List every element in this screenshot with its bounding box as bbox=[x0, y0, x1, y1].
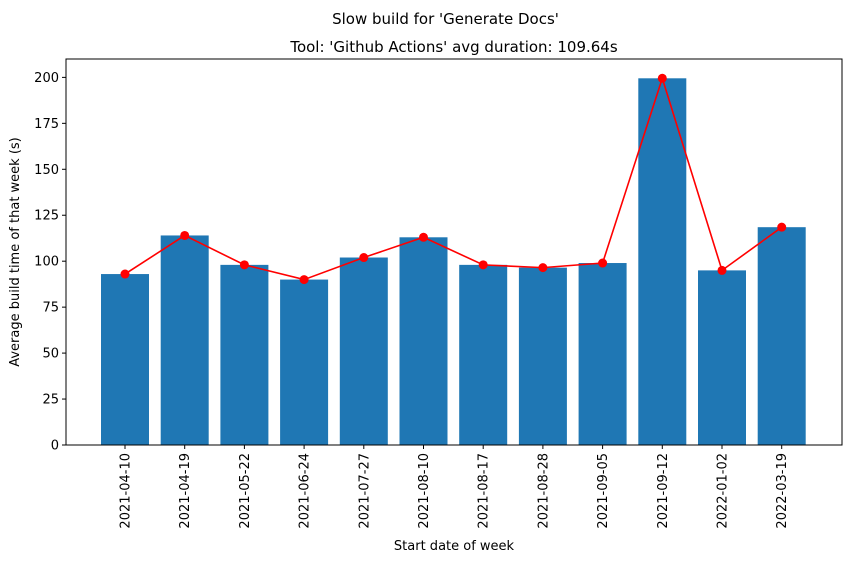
y-tick-label-200: 200 bbox=[34, 71, 59, 86]
x-tick-label-2021-08-10: 2021-08-10 bbox=[417, 453, 432, 529]
x-tick-label-2021-08-17: 2021-08-17 bbox=[477, 453, 492, 529]
point-2021-06-24 bbox=[299, 275, 309, 285]
bar-2021-08-10 bbox=[399, 237, 448, 445]
bar-2022-01-02 bbox=[698, 270, 746, 445]
bar-2021-05-22 bbox=[220, 264, 269, 445]
chart-suptitle: Slow build for 'Generate Docs' bbox=[332, 10, 559, 28]
point-2021-04-10 bbox=[120, 269, 130, 279]
x-tick-label-2021-08-28: 2021-08-28 bbox=[536, 453, 551, 529]
x-tick-label-2022-01-02: 2022-01-02 bbox=[716, 453, 731, 529]
line-group bbox=[124, 75, 783, 281]
y-axis-label: Average build time of that week (s) bbox=[8, 137, 23, 367]
y-tick-label-100: 100 bbox=[34, 255, 59, 270]
x-axis-label: Start date of week bbox=[394, 539, 515, 554]
point-2021-09-05 bbox=[598, 258, 608, 268]
x-tick-label-2021-09-05: 2021-09-05 bbox=[596, 453, 611, 529]
point-2021-07-27 bbox=[359, 253, 369, 263]
x-tick-label-2021-04-19: 2021-04-19 bbox=[178, 453, 193, 529]
bar-2021-07-27 bbox=[339, 257, 388, 445]
bars-group bbox=[101, 78, 806, 446]
x-axis: 2021-04-10 2021-04-19 2021-05-22 2021-06-24… bbox=[119, 445, 790, 529]
y-axis: 0 25 50 75 100 125 150 175 200 bbox=[34, 71, 66, 454]
y-tick-label-50: 50 bbox=[42, 347, 59, 362]
bar-2021-04-10 bbox=[101, 274, 149, 445]
chart-title: Tool: 'Github Actions' avg duration: 109… bbox=[289, 38, 618, 56]
y-tick-label-150: 150 bbox=[34, 163, 59, 178]
point-2021-05-22 bbox=[239, 260, 249, 270]
point-2021-04-19 bbox=[180, 230, 190, 240]
point-2021-08-17 bbox=[478, 260, 488, 270]
point-2021-09-12 bbox=[657, 73, 667, 83]
bar-2021-09-05 bbox=[578, 263, 627, 445]
y-tick-label-75: 75 bbox=[42, 301, 59, 316]
bar-2021-04-19 bbox=[160, 235, 209, 445]
y-tick-label-125: 125 bbox=[34, 209, 59, 224]
average-line bbox=[124, 75, 783, 281]
bar-2021-09-12 bbox=[638, 78, 687, 446]
markers-group bbox=[120, 73, 787, 285]
bar-2021-08-17 bbox=[459, 264, 508, 445]
x-tick-label-2021-04-10: 2021-04-10 bbox=[119, 453, 134, 529]
point-2022-01-02 bbox=[717, 265, 727, 275]
bar-2022-03-19 bbox=[757, 227, 806, 445]
point-2022-03-19 bbox=[777, 222, 787, 232]
x-tick-label-2021-06-24: 2021-06-24 bbox=[298, 453, 313, 529]
x-tick-label-2021-09-12: 2021-09-12 bbox=[656, 453, 671, 529]
x-tick-label-2021-05-22: 2021-05-22 bbox=[238, 453, 253, 529]
y-tick-label-0: 0 bbox=[51, 439, 59, 454]
point-2021-08-10 bbox=[419, 232, 428, 242]
plot-frame bbox=[65, 58, 843, 446]
y-tick-label-175: 175 bbox=[34, 117, 59, 132]
y-tick-label-25: 25 bbox=[42, 393, 59, 408]
x-tick-label-2022-03-19: 2022-03-19 bbox=[775, 453, 790, 529]
bar-2021-06-24 bbox=[280, 279, 329, 445]
x-tick-label-2021-07-27: 2021-07-27 bbox=[357, 453, 372, 529]
bar-2021-08-28 bbox=[518, 267, 567, 445]
point-2021-08-28 bbox=[538, 263, 548, 273]
